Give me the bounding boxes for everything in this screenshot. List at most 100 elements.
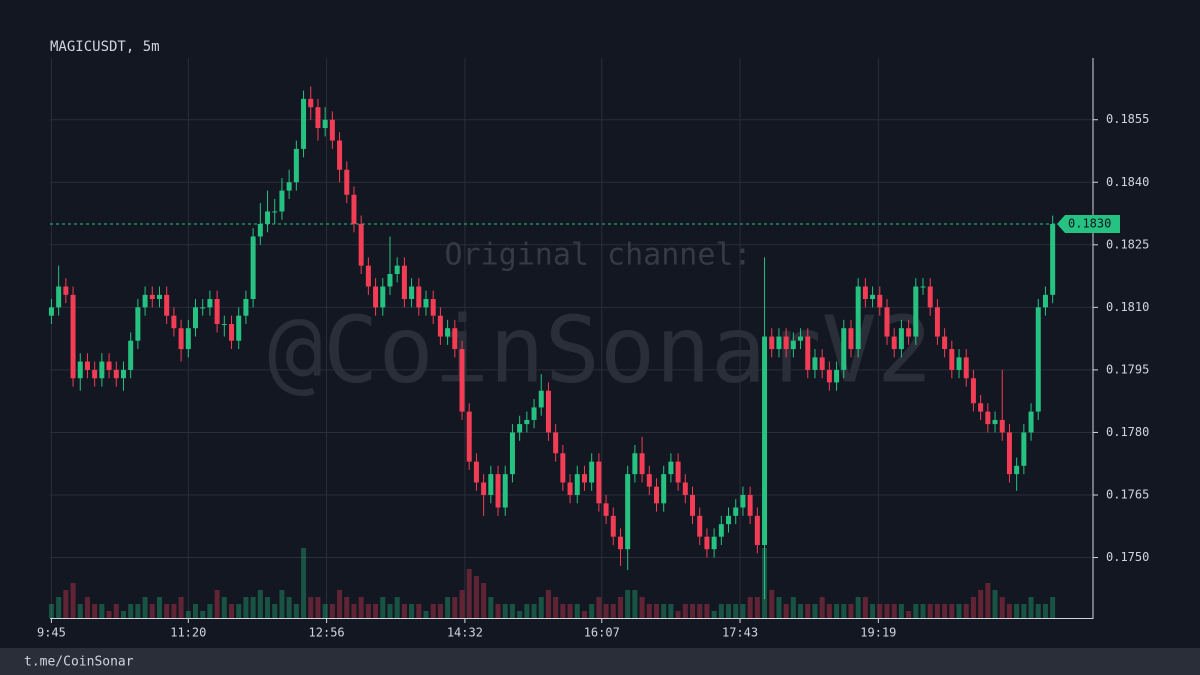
y-tick-label: 0.1840 (1106, 175, 1149, 189)
candle-body (365, 265, 371, 287)
volume-bar (740, 604, 746, 618)
volume-bar (848, 604, 854, 618)
volume-bar (221, 597, 227, 618)
volume-bar (207, 604, 213, 618)
candle-body (1050, 223, 1056, 295)
candle-body (560, 453, 566, 483)
candle-body (207, 299, 213, 308)
candle-body (387, 273, 393, 287)
candle-body (819, 357, 825, 370)
candle-body (639, 453, 645, 475)
candle-body (625, 474, 631, 550)
volume-bar (625, 590, 631, 618)
candle-body (711, 536, 717, 550)
candle-body (502, 474, 508, 508)
volume-bar (236, 604, 242, 618)
volume-bar (690, 604, 696, 618)
volume-bar (949, 604, 955, 618)
candle-body (545, 390, 551, 433)
volume-bar (855, 597, 861, 618)
volume-bar (142, 597, 148, 618)
candle-body (805, 336, 811, 370)
candle-body (747, 494, 753, 516)
candle-body (690, 494, 696, 516)
volume-bar (884, 604, 890, 618)
volume-bar (574, 604, 580, 618)
y-tick-label: 0.1750 (1106, 550, 1149, 564)
volume-bar (999, 597, 1005, 618)
candle-body (337, 140, 343, 170)
volume-bar (135, 604, 141, 618)
volume-bar (920, 604, 926, 618)
candle-body (358, 223, 364, 266)
candle-body (581, 474, 587, 483)
watermark-line-2: @CoinSonarV2 (268, 296, 933, 403)
volume-bar (1050, 597, 1056, 618)
volume-bar (978, 590, 984, 618)
volume-bar (337, 590, 343, 618)
volume-bar (265, 597, 271, 618)
volume-bar (243, 597, 249, 618)
candle-body (221, 324, 227, 326)
volume-bar (481, 583, 487, 618)
volume-bar (416, 604, 422, 618)
candle-body (726, 515, 732, 525)
volume-bar (185, 611, 191, 618)
volume-bar (250, 597, 256, 618)
volume-bar (286, 597, 292, 618)
candle-body (567, 482, 573, 495)
candle-body (329, 119, 335, 141)
volume-bar (466, 569, 472, 618)
candle-body (466, 411, 472, 462)
volume-bar (106, 611, 112, 618)
candle-body (488, 474, 494, 495)
volume-bar (589, 604, 595, 618)
candle-body (855, 286, 861, 350)
volume-bar (985, 583, 991, 618)
candle-body (193, 307, 199, 329)
volume-bar (437, 604, 443, 618)
candle-body (257, 223, 263, 237)
volume-bar (898, 604, 904, 618)
candle-body (617, 536, 623, 550)
candle-body (999, 419, 1005, 433)
candle-body (236, 315, 242, 341)
candle-body (250, 236, 256, 300)
candle-body (416, 286, 422, 308)
y-tick-label: 0.1780 (1106, 425, 1149, 439)
candle-body (279, 190, 285, 212)
candle-body (509, 432, 515, 475)
candle-body (459, 349, 465, 412)
volume-bar (322, 604, 328, 618)
y-tick-label: 0.1855 (1106, 112, 1149, 126)
candle-body (776, 336, 782, 350)
volume-bar (834, 604, 840, 618)
candle-body (351, 194, 357, 224)
candle-body (77, 361, 83, 379)
candle-body (1014, 465, 1020, 475)
candle-body (862, 286, 868, 300)
candle-body (841, 328, 847, 370)
volume-bar (409, 604, 415, 618)
volume-bar (156, 597, 162, 618)
candle-body (574, 474, 580, 495)
volume-bar (120, 611, 126, 618)
candle-body (293, 148, 299, 183)
candle-body (769, 336, 775, 350)
candle-body (992, 419, 998, 425)
candle-body (682, 482, 688, 495)
volume-bar (610, 604, 616, 618)
candle-body (171, 315, 177, 329)
volume-bar (769, 590, 775, 618)
volume-bar (862, 597, 868, 618)
candle-body (646, 474, 652, 487)
candle-body (229, 324, 235, 341)
volume-bar (653, 604, 659, 618)
volume-bar (200, 611, 206, 618)
candle-body (697, 515, 703, 537)
candle-body (200, 307, 206, 309)
volume-bar (790, 597, 796, 618)
candle-body (84, 361, 90, 370)
candle-body (92, 369, 98, 379)
candle-body (63, 286, 69, 295)
